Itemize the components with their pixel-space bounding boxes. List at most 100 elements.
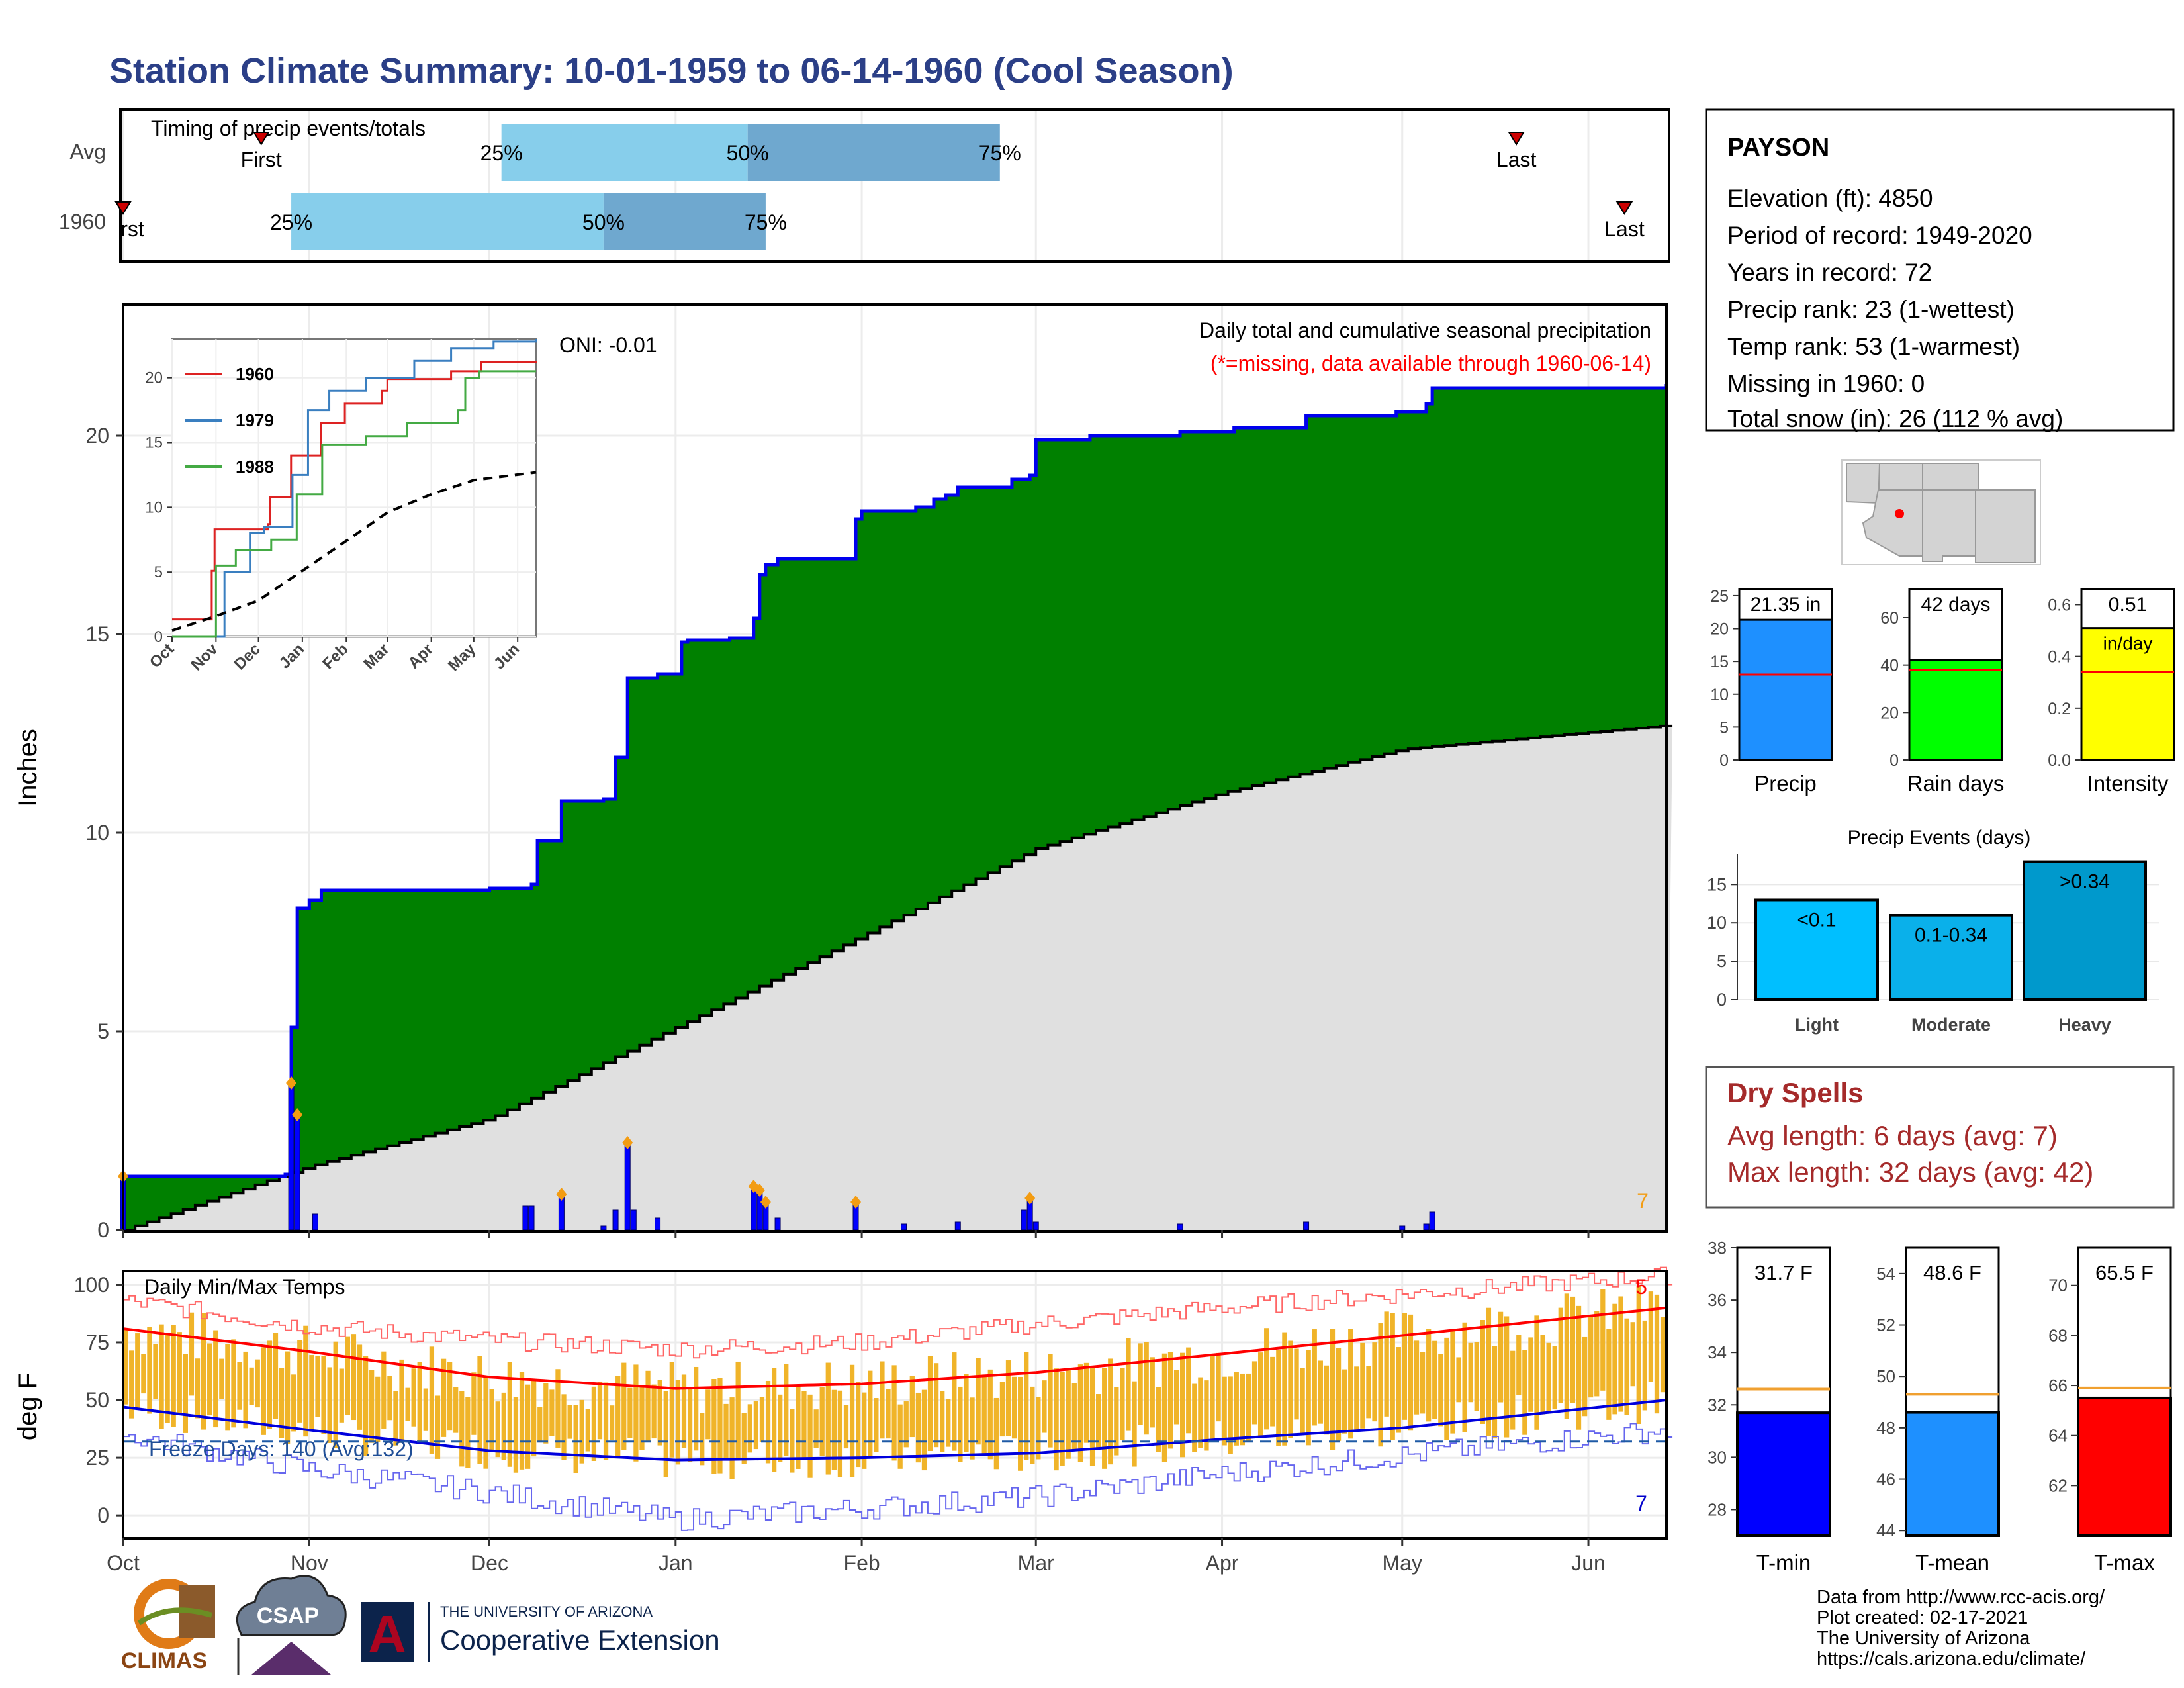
temp-daily-bar xyxy=(856,1382,861,1468)
temp-daily-bar xyxy=(1420,1352,1426,1414)
temp-daily-bar xyxy=(633,1364,639,1462)
daily-precip-bar xyxy=(774,1217,781,1231)
temp-daily-bar xyxy=(813,1409,819,1448)
temp-daily-bar xyxy=(921,1389,927,1471)
temp-daily-bar xyxy=(1095,1394,1101,1450)
timing-last-marker-1 xyxy=(1615,201,1633,215)
events-bar-moderate xyxy=(1889,914,2013,1002)
summary-bar-tick-label: 0 xyxy=(1719,751,1729,770)
temp-daily-bar xyxy=(970,1397,975,1460)
temp-daily-bar xyxy=(189,1312,195,1396)
temp-daily-bar xyxy=(1071,1383,1077,1450)
temp-daily-bar xyxy=(807,1394,813,1478)
temp-daily-bar xyxy=(393,1390,398,1446)
inset-legend: 1960 1979 1988 xyxy=(185,364,274,477)
temp-daily-bar xyxy=(489,1389,494,1452)
temp-daily-bar xyxy=(213,1330,218,1428)
temp-daily-bar xyxy=(1588,1315,1594,1398)
inset-line-1988 xyxy=(172,370,536,638)
daily-precip-bar xyxy=(1399,1225,1406,1231)
temp-daily-bar xyxy=(1594,1311,1600,1397)
temp-daily-bar xyxy=(501,1392,506,1460)
temp-daily-bar xyxy=(1005,1360,1011,1436)
temp-daily-bar xyxy=(405,1387,410,1421)
temp-ytick-label: 0 xyxy=(97,1503,109,1527)
daily-precip-marker xyxy=(850,1196,862,1209)
temp-daily-bar xyxy=(723,1403,729,1458)
temp-daily-bar xyxy=(1240,1373,1246,1446)
temp-daily-bar xyxy=(1216,1352,1221,1422)
temp-lines xyxy=(122,1266,1673,1531)
precip-ytick-label-20: 20 xyxy=(85,424,109,447)
temp-daily-bar xyxy=(225,1344,230,1431)
temp-daily-bar xyxy=(1600,1289,1606,1391)
temp-daily-bar xyxy=(1426,1329,1432,1422)
temp-daily-bar xyxy=(1102,1368,1107,1469)
climas-text: CLIMAS xyxy=(121,1648,207,1673)
daily-precip-bar xyxy=(1423,1223,1430,1231)
daily-precip-bar xyxy=(522,1205,529,1231)
temp-daily-bar xyxy=(1396,1347,1401,1433)
temp-daily-bar xyxy=(645,1370,651,1442)
temp-daily-bar xyxy=(874,1398,879,1452)
temp-daily-bar xyxy=(597,1381,603,1440)
temp-bar-label: T-max xyxy=(2094,1550,2155,1575)
precip-events-panel: Precip Events (days) 0 5 10 15 <0.1 Light 0.1-… xyxy=(1707,827,2159,1035)
temp-daily-bar xyxy=(940,1391,945,1452)
temp-daily-bar xyxy=(753,1401,759,1450)
temp-daily-bar xyxy=(1498,1311,1504,1403)
temp-daily-bar xyxy=(759,1397,765,1442)
month-label-feb: Feb xyxy=(844,1551,880,1575)
inset-grid xyxy=(171,339,536,637)
summary-bar-label: Intensity xyxy=(2087,771,2169,796)
climas-logo: CLIMAS xyxy=(121,1579,215,1673)
csap-cloud xyxy=(236,1575,347,1636)
temp-daily-bar xyxy=(1198,1377,1203,1448)
daily-precip-bar xyxy=(954,1221,961,1231)
summary-bar-tick-label: 60 xyxy=(1880,609,1899,628)
station-line-snow: Total snow (in): 26 (112 % avg) xyxy=(1727,405,2063,432)
temp-daily-bar xyxy=(1108,1358,1113,1465)
ua-small-text: THE UNIVERSITY OF ARIZONA xyxy=(440,1603,653,1620)
temp-bar-tick-label: 50 xyxy=(1876,1366,1895,1386)
daily-precip-bar xyxy=(1303,1221,1310,1231)
temp-daily-bar xyxy=(927,1356,933,1451)
daily-precip-marker xyxy=(622,1136,633,1149)
temp-daily-bar xyxy=(1408,1314,1414,1431)
precip-corner-number: 7 xyxy=(1637,1189,1649,1213)
temp-daily-bar xyxy=(1132,1381,1137,1467)
temp-daily-bar xyxy=(1060,1372,1065,1466)
credits: Data from http://www.rcc-acis.org/ Plot … xyxy=(1817,1587,2105,1669)
temp-bar-tick-label: 28 xyxy=(1707,1499,1727,1519)
timing-bar-high-0 xyxy=(747,124,1000,181)
temp-daily-bar xyxy=(1474,1342,1479,1411)
daily-precip-bar xyxy=(624,1142,631,1231)
record-max-line xyxy=(123,1266,1673,1359)
summary-bars: 21.35 in 0 5 10 15 20 25 Precip 42 days 0 20 40 60 Ra… xyxy=(1710,587,2175,796)
temp-daily-bar xyxy=(519,1372,525,1470)
summary-bar-tick-label: 5 xyxy=(1719,718,1729,737)
temp-bar-fill xyxy=(2077,1396,2172,1538)
inset-line-avg xyxy=(171,471,537,632)
temp-daily-bar xyxy=(1438,1354,1443,1427)
temp-bar-tick-label: 30 xyxy=(1707,1447,1727,1467)
daily-precip-marker xyxy=(292,1108,303,1121)
temp-daily-bar xyxy=(321,1356,326,1434)
temp-daily-bar xyxy=(1156,1387,1161,1452)
precip-events-title: Precip Events (days) xyxy=(1848,827,2031,849)
temp-daily-bar xyxy=(441,1358,447,1437)
station-name: PAYSON xyxy=(1727,134,1829,162)
temp-bar-tick-label: 36 xyxy=(1707,1290,1727,1310)
precip-missing-note: (*=missing, data available through 1960-… xyxy=(1210,352,1651,375)
temp-daily-bar xyxy=(609,1405,615,1440)
temp-daily-bar xyxy=(868,1370,873,1458)
timing-first-label-0: First xyxy=(241,148,282,171)
precip-ytick-label-5: 5 xyxy=(97,1019,109,1043)
temp-daily-bar xyxy=(1540,1335,1545,1415)
timing-row-avg-label: Avg xyxy=(69,140,106,164)
temp-daily-bar xyxy=(1077,1364,1083,1462)
temp-daily-bar xyxy=(1564,1293,1570,1419)
temp-daily-bar xyxy=(1264,1328,1269,1430)
timing-row-1960-label: 1960 xyxy=(59,210,106,234)
